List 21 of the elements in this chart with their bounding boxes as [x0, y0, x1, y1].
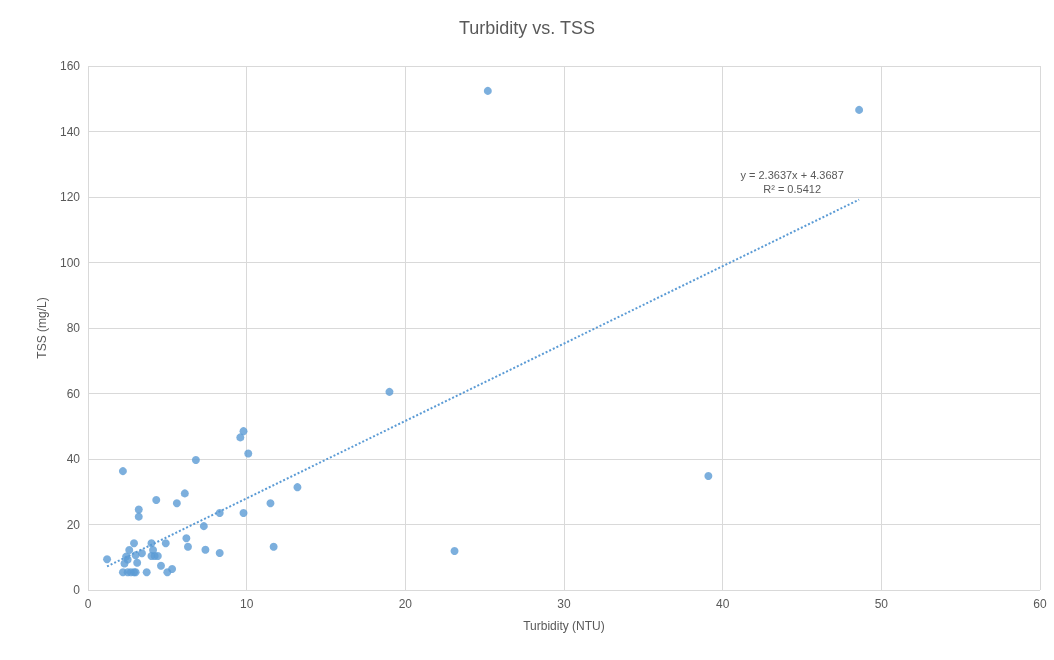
y-tick-label: 140 — [59, 124, 81, 139]
x-tick-label: 20 — [398, 597, 413, 611]
y-axis-title: TSS (mg/L) — [35, 297, 49, 359]
x-tick-label: 50 — [874, 597, 889, 611]
y-tick-label: 60 — [66, 386, 81, 401]
y-tick-label: 40 — [66, 452, 81, 466]
x-tick-label: 40 — [715, 597, 730, 611]
y-tick-label: 120 — [59, 190, 81, 204]
x-tick-label: 30 — [557, 597, 571, 611]
chart-title: Turbidity vs. TSS — [458, 18, 596, 38]
x-axis-title: Turbidity (NTU) — [523, 619, 605, 633]
annotation: R² = 0.5412 — [763, 182, 822, 195]
x-tick-label: 10 — [239, 597, 254, 611]
y-tick-label: 0 — [73, 583, 81, 597]
y-tick-label: 160 — [59, 59, 81, 73]
y-tick-label: 20 — [66, 517, 81, 532]
y-tick-label: 100 — [59, 255, 81, 270]
y-tick-label: 80 — [66, 321, 81, 335]
annotation: y = 2.3637x + 4.3687 — [740, 168, 844, 181]
x-tick-label: 0 — [84, 597, 92, 611]
x-tick-label: 60 — [1033, 597, 1047, 611]
